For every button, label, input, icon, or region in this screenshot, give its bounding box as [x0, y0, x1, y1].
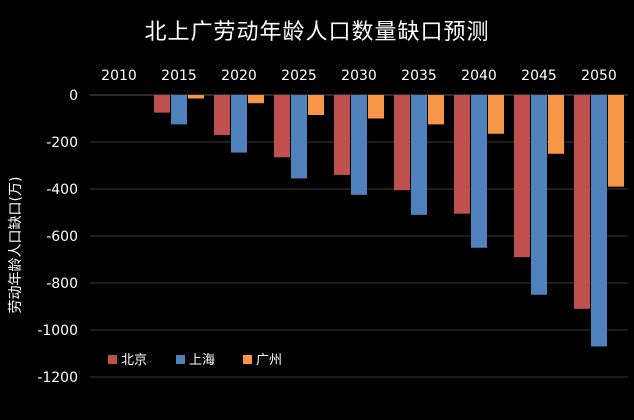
- y-tick-label: -200: [46, 135, 78, 151]
- x-category-label: 2015: [161, 68, 197, 84]
- x-category-label: 2035: [401, 68, 437, 84]
- x-category-label: 2050: [581, 68, 617, 84]
- bar-2025-北京: [274, 95, 290, 158]
- chart-title: 北上广劳动年龄人口数量缺口预测: [144, 20, 490, 45]
- x-category-label: 2040: [461, 68, 497, 84]
- bar-2040-北京: [454, 95, 470, 214]
- y-tick-label: -1000: [37, 323, 78, 339]
- x-category-label: 2020: [221, 68, 257, 84]
- bar-2030-广州: [368, 95, 384, 119]
- legend-swatch-广州: [243, 355, 252, 364]
- y-axis-label: 劳动年龄人口缺口(万): [8, 177, 24, 314]
- bar-2050-北京: [574, 95, 590, 309]
- bar-2020-上海: [231, 95, 247, 153]
- x-category-label: 2010: [101, 68, 137, 84]
- bar-2045-广州: [548, 95, 564, 154]
- bar-2025-上海: [291, 95, 307, 179]
- bar-2035-北京: [394, 95, 410, 191]
- bar-2035-广州: [428, 95, 444, 125]
- legend-label-北京: 北京: [121, 353, 147, 368]
- y-tick-label: -800: [46, 276, 78, 292]
- y-tick-label: 0: [69, 88, 78, 104]
- bar-2025-广州: [308, 95, 324, 115]
- bar-2045-北京: [514, 95, 530, 258]
- x-category-label: 2045: [521, 68, 557, 84]
- x-category-label: 2025: [281, 68, 317, 84]
- legend-label-广州: 广州: [256, 353, 282, 368]
- bar-2035-上海: [411, 95, 427, 215]
- bar-2015-北京: [154, 95, 170, 113]
- legend-swatch-北京: [108, 355, 117, 364]
- bar-2050-上海: [591, 95, 607, 347]
- bar-2040-上海: [471, 95, 487, 248]
- bar-2020-广州: [248, 95, 264, 104]
- y-tick-label: -1200: [37, 370, 78, 386]
- legend-label-上海: 上海: [189, 353, 215, 368]
- bar-2030-上海: [351, 95, 367, 195]
- x-category-label: 2030: [341, 68, 377, 84]
- bar-2015-上海: [171, 95, 187, 125]
- y-tick-label: -400: [46, 182, 78, 198]
- bar-2040-广州: [488, 95, 504, 134]
- bar-2020-北京: [214, 95, 230, 135]
- bar-2030-北京: [334, 95, 350, 175]
- y-tick-label: -600: [46, 229, 78, 245]
- bar-2050-广州: [608, 95, 624, 187]
- bar-2045-上海: [531, 95, 547, 295]
- bar-2015-广州: [188, 95, 204, 99]
- legend-swatch-上海: [176, 355, 185, 364]
